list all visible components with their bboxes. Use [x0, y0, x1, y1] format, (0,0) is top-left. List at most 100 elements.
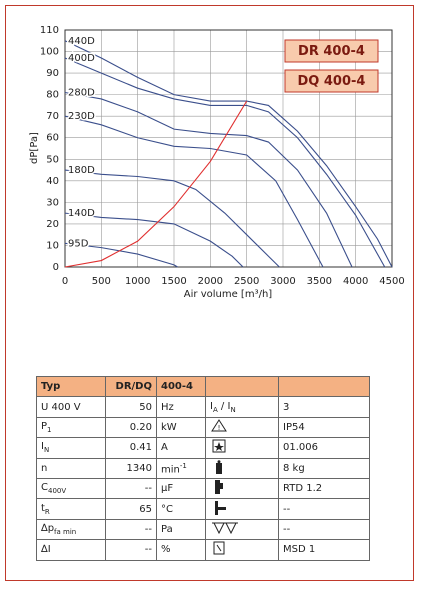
table-row: ∆pfa min -- Pa -- — [36, 518, 370, 541]
cell-text: n — [41, 462, 48, 474]
cell-text: °C — [161, 503, 173, 515]
curve-label: 280D — [68, 87, 95, 98]
cell-text: Hz — [161, 401, 174, 413]
x-tick-label: 4500 — [379, 276, 404, 287]
y-tick-label: 80 — [46, 90, 59, 101]
y-axis-label: dP[Pa] — [29, 132, 40, 164]
cell-text: DR/DQ — [115, 381, 152, 393]
table-cell: 1340 — [105, 457, 157, 479]
table-cell: -- — [105, 518, 157, 541]
curve-label: 400D — [68, 53, 95, 64]
cell-text: IP54 — [283, 421, 305, 433]
table-cell: -- — [105, 477, 157, 500]
border — [5, 5, 414, 581]
cell-text: C — [41, 482, 48, 494]
table-cell: % — [156, 539, 206, 561]
table-cell: ∆pfa min — [36, 518, 106, 541]
curve — [64, 40, 393, 268]
model-label: DR 400-4 — [298, 44, 365, 59]
table-cell: 8 kg — [278, 457, 370, 479]
cell-text: -- — [144, 523, 152, 535]
table-cell: tR — [36, 498, 106, 520]
cell-text: Pa — [161, 523, 173, 535]
y-tick-label: 20 — [46, 219, 59, 230]
x-axis-label: Air volume [m³/h] — [184, 289, 272, 300]
table-cell: P1 — [36, 416, 106, 439]
table-cell: Typ — [36, 375, 106, 398]
cell-text: R — [44, 507, 50, 516]
model-box — [284, 39, 379, 63]
table-cell — [205, 437, 279, 459]
cell-text: U 400 V — [41, 401, 81, 413]
cell-text: -- — [144, 483, 152, 495]
table-cell — [278, 375, 370, 398]
cell-text: -- — [283, 503, 291, 515]
y-tick-label: 0 — [53, 262, 59, 273]
model-label: DQ 400-4 — [298, 74, 366, 89]
x-tick-label: 1500 — [161, 276, 186, 287]
cell-text: µF — [161, 483, 174, 495]
table-row: n 1340 min-1 8 kg — [36, 457, 370, 479]
curve-label: 140D — [68, 208, 95, 219]
curve-label: 180D — [68, 165, 95, 176]
curve — [64, 115, 324, 268]
cell-text: -1 — [179, 461, 187, 470]
table-cell — [205, 375, 279, 398]
table-cell: IN — [36, 437, 106, 459]
cell-text: A — [212, 405, 218, 414]
curve — [64, 91, 353, 268]
cell-text: 1 — [47, 425, 52, 434]
icon — [212, 439, 226, 453]
table-cell: µF — [156, 477, 206, 500]
x-tick-label: 2000 — [198, 276, 223, 287]
table-cell: 400-4 — [156, 375, 206, 398]
table-cell: °C — [156, 498, 206, 520]
table-cell — [205, 498, 279, 520]
cell-text: % — [161, 544, 171, 556]
table-cell — [205, 457, 279, 479]
curve — [64, 242, 178, 268]
cell-text: 3 — [283, 401, 290, 413]
y-tick-label: 60 — [46, 133, 59, 144]
x-tick-label: 2500 — [234, 276, 259, 287]
table-cell: A — [156, 437, 206, 459]
table-cell: IP54 — [278, 416, 370, 439]
table-cell — [205, 539, 279, 561]
cell-text: 1340 — [126, 462, 152, 474]
x-tick-label: 3000 — [270, 276, 295, 287]
cell-text: ∆p — [41, 522, 55, 534]
table-row: U 400 V 50 Hz IA / IN 3 — [36, 396, 370, 418]
curve-label: 230D — [68, 111, 95, 122]
icon — [215, 480, 223, 495]
x-tick-label: 1000 — [125, 276, 150, 287]
curve-label: 440D — [68, 36, 95, 47]
cell-text: fa min — [54, 527, 77, 536]
table-row: C400V -- µF RTD 1.2 — [36, 477, 370, 500]
y-tick-label: 70 — [46, 111, 59, 122]
y-tick-label: 50 — [46, 154, 59, 165]
cell-text: -- — [144, 544, 152, 556]
table-cell — [205, 518, 279, 541]
x-tick-label: 0 — [62, 276, 68, 287]
cell-text: 01.006 — [283, 442, 318, 454]
cell-text: 400V — [47, 487, 67, 496]
table-cell: -- — [278, 498, 370, 520]
table-cell: kW — [156, 416, 206, 439]
table-row: P1 0.20 kW! IP54 — [36, 416, 370, 439]
icon — [215, 500, 226, 515]
table-cell: 01.006 — [278, 437, 370, 459]
y-tick-label: 90 — [46, 68, 59, 79]
x-tick-label: 500 — [92, 276, 111, 287]
table-cell: ! — [205, 416, 279, 439]
table-row: tR 65 °C -- — [36, 498, 370, 520]
y-tick-label: 110 — [40, 25, 59, 36]
table-row: ∆I --% MSD 1 — [36, 539, 370, 561]
cell-text: kW — [161, 421, 177, 433]
cell-text: ∆I — [41, 544, 51, 556]
table-cell: n — [36, 457, 106, 479]
cell-text: 50 — [139, 401, 152, 413]
x-tick-label: 4000 — [343, 276, 368, 287]
cell-text: t — [41, 502, 45, 514]
cell-text: 8 kg — [283, 462, 305, 474]
cell-text: A — [161, 442, 168, 454]
